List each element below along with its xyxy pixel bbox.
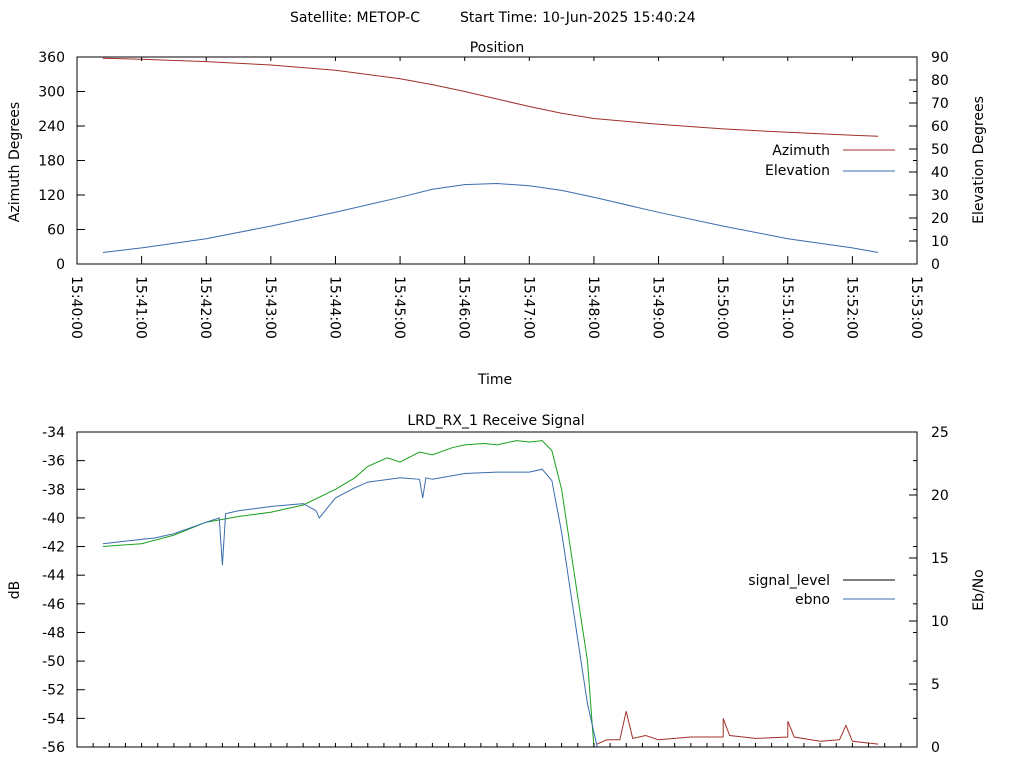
position-x-axis-label: Time bbox=[477, 372, 512, 388]
receive-signal-chart: LRD_RX_1 Receive Signal -56-54-52-50-48-… bbox=[7, 413, 987, 756]
receive-signal-y2-tick-label: 0 bbox=[931, 740, 940, 756]
receive-signal-y-tick-label: -38 bbox=[42, 482, 65, 498]
position-chart-title: Position bbox=[470, 40, 525, 56]
receive-signal-y-tick-label: -36 bbox=[42, 454, 65, 470]
position-y-axis-label: Azimuth Degrees bbox=[7, 102, 23, 222]
position-y2-tick-label: 90 bbox=[931, 50, 949, 66]
position-y-tick-label: 180 bbox=[38, 154, 65, 170]
receive-signal-y-tick-label: -54 bbox=[42, 711, 65, 727]
position-series-elevation bbox=[102, 182, 879, 253]
position-y-tick-label: 120 bbox=[38, 188, 65, 204]
position-y2-tick-label: 80 bbox=[931, 73, 949, 89]
position-x-tick-label: 15:42:00 bbox=[197, 276, 213, 339]
position-y-tick-label: 240 bbox=[38, 119, 65, 135]
position-y-tick-label: 0 bbox=[56, 257, 65, 273]
legend-azimuth-label: Azimuth bbox=[772, 143, 830, 159]
position-x-tick-label: 15:52:00 bbox=[843, 276, 859, 339]
position-x-tick-label: 15:43:00 bbox=[262, 276, 278, 339]
receive-signal-y-axis-label: dB bbox=[7, 581, 23, 600]
position-x-tick-label: 15:46:00 bbox=[456, 276, 472, 339]
receive-signal-y-tick-label: -50 bbox=[42, 654, 65, 670]
receive-signal-y2-tick-label: 15 bbox=[931, 551, 949, 567]
start-time-label: Start Time: 10-Jun-2025 15:40:24 bbox=[460, 10, 696, 26]
position-legend: Azimuth Elevation bbox=[765, 143, 895, 179]
receive-signal-y-tick-label: -44 bbox=[42, 568, 65, 584]
position-y2-tick-label: 30 bbox=[931, 188, 949, 204]
receive-signal-y2-axis-label: Eb/No bbox=[971, 569, 987, 611]
position-series bbox=[102, 57, 879, 253]
position-x-tick-label: 15:51:00 bbox=[779, 276, 795, 339]
position-y2-tick-label: 10 bbox=[931, 234, 949, 250]
position-axes: 0 60 120 180 240 300 360 0 10 20 30 40 50 60 70 80 90 15:… bbox=[38, 50, 949, 339]
receive-signal-y-tick-label: -48 bbox=[42, 625, 65, 641]
position-x-tick-label: 15:48:00 bbox=[585, 276, 601, 339]
position-series-azimuth bbox=[102, 57, 879, 137]
receive-signal-series-line-3 bbox=[596, 711, 879, 745]
satellite-label: Satellite: METOP-C bbox=[290, 10, 420, 26]
receive-signal-y-tick-label: -52 bbox=[42, 683, 65, 699]
position-y2-tick-label: 40 bbox=[931, 165, 949, 181]
position-y2-tick-label: 70 bbox=[931, 96, 949, 112]
position-y2-tick-label: 50 bbox=[931, 142, 949, 158]
receive-signal-chart-title: LRD_RX_1 Receive Signal bbox=[407, 413, 584, 429]
receive-signal-axes: -56 -54 -52 -50 -48 -46 -44 -42 -40 -38 -36 -34 0 5 10… bbox=[42, 425, 949, 756]
position-y-tick-label: 360 bbox=[38, 50, 65, 66]
legend-signal-level-label: signal_level bbox=[748, 573, 830, 589]
receive-signal-y-tick-label: -46 bbox=[42, 597, 65, 613]
position-plot-frame bbox=[76, 56, 918, 265]
receive-signal-y2-tick-label: 5 bbox=[931, 677, 940, 693]
position-x-tick-label: 15:45:00 bbox=[391, 276, 407, 339]
position-x-tick-label: 15:49:00 bbox=[650, 276, 666, 339]
receive-signal-y-tick-label: -42 bbox=[42, 540, 65, 556]
receive-signal-legend: signal_level ebno bbox=[748, 573, 895, 608]
position-x-tick-label: 15:41:00 bbox=[133, 276, 149, 339]
position-x-tick-label: 15:50:00 bbox=[714, 276, 730, 339]
receive-signal-y-tick-label: -34 bbox=[42, 425, 65, 441]
legend-elevation-label: Elevation bbox=[765, 163, 830, 179]
position-y2-tick-label: 0 bbox=[931, 257, 940, 273]
receive-signal-y2-tick-label: 20 bbox=[931, 488, 949, 504]
position-y-tick-label: 300 bbox=[38, 85, 65, 101]
position-x-tick-label: 15:47:00 bbox=[520, 276, 536, 339]
position-chart: Position 0 60 120 180 240 300 360 0 10 20 30 40 50 60… bbox=[7, 40, 987, 388]
position-y2-tick-label: 60 bbox=[931, 119, 949, 135]
receive-signal-y-tick-label: -56 bbox=[42, 740, 65, 756]
position-x-tick-label: 15:40:00 bbox=[68, 276, 84, 339]
position-x-tick-label: 15:44:00 bbox=[327, 276, 343, 339]
position-y2-axis-label: Elevation Degrees bbox=[971, 96, 987, 224]
receive-signal-series-line-2 bbox=[102, 468, 598, 748]
receive-signal-series-line-1 bbox=[102, 440, 595, 748]
legend-ebno-label: ebno bbox=[795, 592, 830, 608]
receive-signal-plot-frame bbox=[76, 431, 918, 748]
receive-signal-y-tick-label: -40 bbox=[42, 511, 65, 527]
position-y2-tick-label: 20 bbox=[931, 211, 949, 227]
receive-signal-y2-tick-label: 25 bbox=[931, 425, 949, 441]
receive-signal-y2-tick-label: 10 bbox=[931, 614, 949, 630]
receive-signal-series bbox=[102, 440, 879, 748]
position-x-tick-label: 15:53:00 bbox=[908, 276, 924, 339]
position-y-tick-label: 60 bbox=[47, 223, 65, 239]
